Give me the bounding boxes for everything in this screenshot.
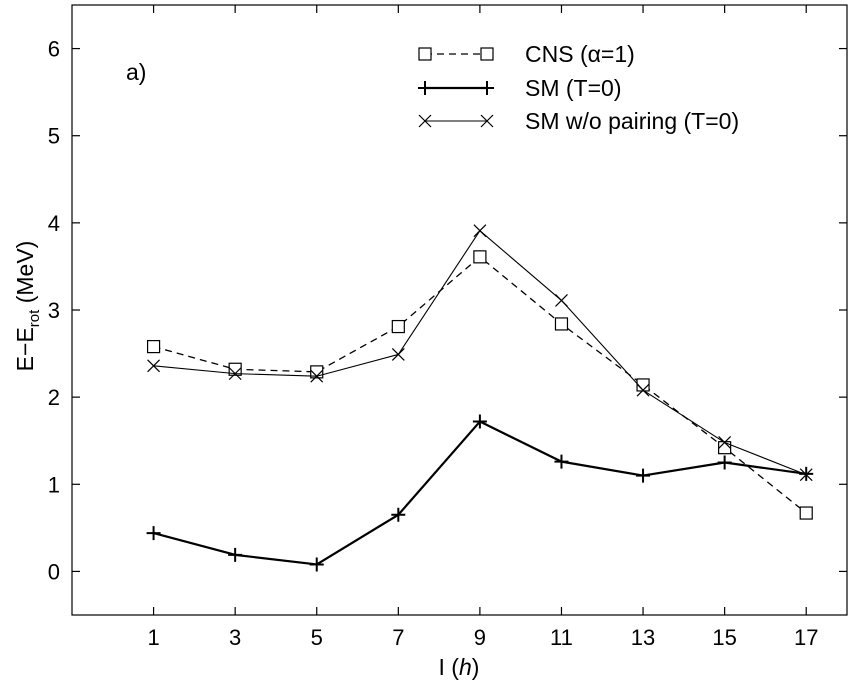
data-point-square — [718, 441, 732, 455]
legend-marker — [418, 114, 432, 128]
y-tick-label: 0 — [48, 559, 60, 584]
data-point-x — [147, 359, 161, 373]
data-point-square — [228, 362, 242, 376]
y-tick-label: 1 — [48, 472, 60, 497]
legend-label: CNS (α=1) — [525, 41, 635, 67]
series-line — [153, 256, 807, 514]
series-1 — [146, 250, 813, 520]
data-point-x — [473, 224, 487, 238]
data-point-plus — [309, 557, 324, 572]
plot-frame — [71, 4, 848, 616]
legend-item: CNS (α=1) — [418, 41, 635, 67]
data-point-square — [391, 319, 405, 334]
data-point-plus — [554, 454, 569, 469]
y-tick-label: 6 — [48, 37, 60, 62]
data-point-plus — [636, 468, 651, 483]
y-axis-label-main: E−E — [12, 327, 38, 371]
legend-marker — [480, 81, 494, 95]
x-axis-label-main: I ( — [439, 654, 460, 680]
legend-label: SM w/o pairing (T=0) — [525, 108, 739, 134]
data-point-plus — [391, 507, 406, 522]
data-point-plus — [717, 455, 732, 470]
x-tick-label: 9 — [474, 625, 486, 650]
legend-label: SM (T=0) — [525, 75, 621, 101]
series-layer — [146, 224, 814, 572]
x-tick-label: 1 — [147, 625, 159, 650]
y-axis-label-sub: rot — [26, 309, 43, 327]
data-point-square — [473, 250, 487, 264]
series-2 — [146, 414, 814, 572]
x-tick-label: 5 — [311, 625, 323, 650]
y-tick-label: 2 — [48, 385, 60, 410]
legend-item: SM w/o pairing (T=0) — [418, 108, 739, 134]
series-line — [153, 420, 807, 566]
series-3 — [147, 224, 813, 482]
data-point-x — [555, 293, 568, 307]
legend-marker — [480, 114, 494, 128]
x-tick-label: 15 — [712, 625, 736, 650]
x-tick-label: 7 — [392, 625, 404, 650]
data-point-x — [391, 348, 405, 361]
legend-marker — [480, 47, 494, 61]
data-point-plus — [228, 547, 243, 562]
x-tick-label: 13 — [631, 625, 655, 650]
legend-marker — [418, 47, 432, 61]
y-tick-label: 5 — [48, 124, 60, 149]
x-axis-label-close: ) — [472, 654, 480, 680]
x-tick-label: 11 — [550, 625, 573, 650]
data-point-square — [146, 340, 161, 354]
x-axis-label: I (h) — [439, 654, 480, 680]
y-tick-label: 4 — [48, 211, 60, 236]
x-axis-label-unit: h — [459, 654, 472, 680]
data-point-square — [554, 317, 569, 331]
data-point-x — [228, 367, 242, 381]
data-point-x — [718, 436, 732, 449]
legend-item: SM (T=0) — [418, 75, 621, 101]
series-line — [153, 230, 807, 476]
data-point-plus — [146, 526, 161, 541]
data-point-plus — [472, 414, 487, 429]
y-axis-label-unit: (MeV) — [12, 241, 38, 310]
data-point-x — [310, 369, 324, 383]
data-point-x — [799, 468, 813, 482]
legend-marker — [418, 81, 432, 95]
y-tick-label: 3 — [48, 298, 60, 323]
x-tick-label: 17 — [794, 625, 818, 650]
data-point-plus — [799, 466, 814, 481]
data-point-square — [799, 506, 813, 520]
x-tick-label: 3 — [229, 625, 241, 650]
data-point-x — [636, 383, 650, 397]
legend: CNS (α=1) SM (T=0) SM w/o pairing (T=0) — [418, 41, 739, 134]
panel-label: a) — [126, 59, 146, 85]
y-axis-label: E−Erot (MeV) — [12, 241, 43, 372]
